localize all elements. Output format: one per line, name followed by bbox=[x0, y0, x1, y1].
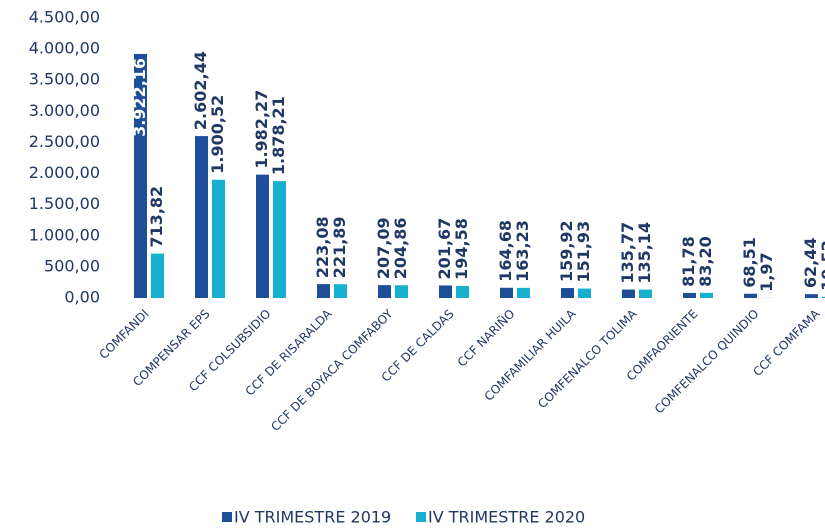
value-label: 201,67 bbox=[435, 218, 454, 280]
bar bbox=[195, 136, 208, 298]
x-tick-label: COMFANDI bbox=[96, 307, 151, 362]
value-label: 81,78 bbox=[679, 236, 698, 287]
value-label: 2.602,44 bbox=[191, 51, 210, 130]
value-label: 223,08 bbox=[313, 216, 332, 278]
y-tick-label: 500,00 bbox=[44, 256, 100, 275]
y-tick-label: 2.000,00 bbox=[29, 163, 100, 182]
value-label: 163,23 bbox=[513, 220, 532, 282]
value-label: 83,20 bbox=[696, 236, 715, 287]
bar bbox=[151, 253, 164, 298]
value-label: 1.878,21 bbox=[269, 96, 288, 175]
bar bbox=[317, 284, 330, 298]
value-label: 135,14 bbox=[635, 222, 654, 284]
bar bbox=[744, 293, 757, 298]
bar bbox=[273, 181, 286, 298]
bar bbox=[212, 179, 225, 298]
bar bbox=[822, 296, 825, 298]
bar bbox=[500, 287, 513, 298]
bar bbox=[395, 285, 408, 298]
value-label: 68,51 bbox=[740, 237, 759, 288]
y-tick-label: 4.500,00 bbox=[29, 8, 100, 27]
bar bbox=[561, 288, 574, 298]
value-label: 194,58 bbox=[452, 218, 471, 280]
bar bbox=[700, 292, 713, 298]
x-tick-label: CCF NARIÑO bbox=[454, 306, 518, 370]
value-label: 1.982,27 bbox=[252, 90, 271, 169]
x-tick-label: CCF COMFAMA bbox=[750, 306, 823, 379]
value-label: 207,09 bbox=[374, 217, 393, 279]
value-label: 19,52 bbox=[818, 240, 825, 291]
value-label: 135,77 bbox=[618, 222, 637, 284]
legend-swatch bbox=[222, 512, 232, 522]
value-label: 1.900,52 bbox=[208, 95, 227, 174]
value-label: 204,86 bbox=[391, 218, 410, 280]
bar bbox=[622, 289, 635, 298]
bar bbox=[134, 53, 147, 298]
value-label: 713,82 bbox=[147, 186, 166, 248]
bar bbox=[439, 285, 452, 298]
value-label: 1,97 bbox=[757, 252, 776, 291]
bar bbox=[639, 289, 652, 298]
bar bbox=[256, 174, 269, 298]
x-tick-label: COMFENALCO QUINDIO bbox=[652, 307, 762, 417]
value-label: 151,93 bbox=[574, 221, 593, 283]
legend-swatch bbox=[416, 512, 426, 522]
legend-label: IV TRIMESTRE 2020 bbox=[428, 508, 585, 527]
value-label: 62,44 bbox=[801, 238, 820, 289]
bar bbox=[456, 285, 469, 298]
bar bbox=[683, 292, 696, 298]
value-label: 159,92 bbox=[557, 220, 576, 282]
value-label: 221,89 bbox=[330, 216, 349, 278]
value-label: 3.922,16 bbox=[130, 58, 149, 137]
y-tick-label: 4.000,00 bbox=[29, 39, 100, 58]
y-tick-label: 1.000,00 bbox=[29, 225, 100, 244]
y-tick-label: 3.000,00 bbox=[29, 101, 100, 120]
bar bbox=[378, 285, 391, 298]
bar bbox=[805, 294, 818, 298]
bar bbox=[517, 287, 530, 298]
bar bbox=[334, 284, 347, 298]
y-tick-label: 1.500,00 bbox=[29, 194, 100, 213]
y-tick-label: 2.500,00 bbox=[29, 132, 100, 151]
y-tick-label: 0,00 bbox=[64, 288, 100, 307]
x-tick-label: CCF DE BOYACA COMFABOY bbox=[268, 306, 396, 434]
legend-label: IV TRIMESTRE 2019 bbox=[234, 508, 391, 527]
value-label: 164,68 bbox=[496, 220, 515, 282]
x-tick-label: COMFENALCO TOLIMA bbox=[535, 306, 640, 411]
y-tick-label: 3.500,00 bbox=[29, 70, 100, 89]
bar bbox=[578, 288, 591, 298]
